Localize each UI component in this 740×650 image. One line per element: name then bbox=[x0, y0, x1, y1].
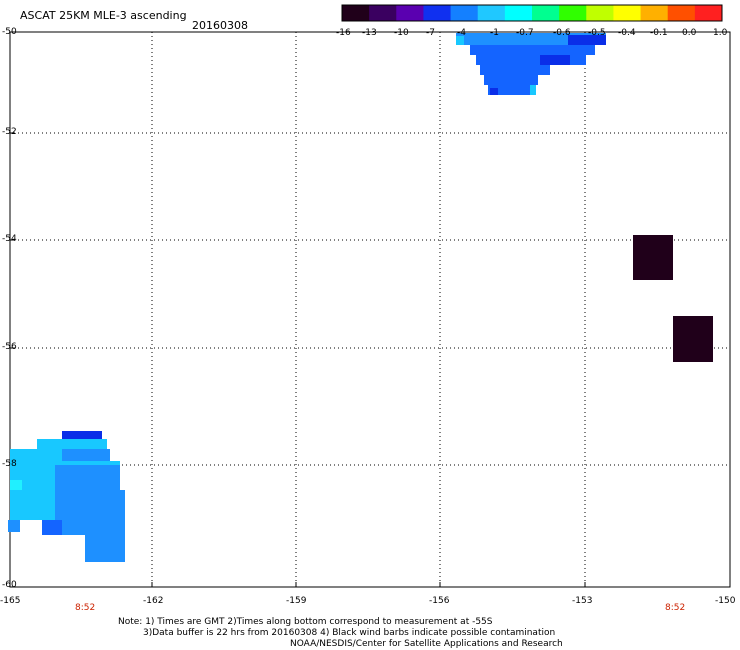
lat-label: -52 bbox=[2, 127, 17, 137]
lon-label: -159 bbox=[286, 596, 307, 606]
data-cell bbox=[540, 55, 570, 65]
colorbar-segment bbox=[396, 5, 424, 21]
note-line-1: Note: 1) Times are GMT 2)Times along bot… bbox=[118, 617, 493, 627]
colorbar-label: -0.7 bbox=[516, 28, 534, 38]
data-cell bbox=[568, 35, 606, 45]
data-cell bbox=[55, 465, 120, 535]
data-cell bbox=[490, 88, 498, 95]
colorbar-label: -0.1 bbox=[650, 28, 668, 38]
data-cell bbox=[484, 75, 538, 85]
data-cells bbox=[8, 33, 713, 562]
note-line-3: NOAA/NESDIS/Center for Satellite Applica… bbox=[290, 639, 563, 649]
colorbar-label: -10 bbox=[394, 28, 409, 38]
lat-label: -60 bbox=[2, 580, 17, 590]
colorbar-label: -16 bbox=[336, 28, 351, 38]
data-cell bbox=[488, 85, 536, 95]
data-cell bbox=[37, 439, 107, 451]
colorbar-segment bbox=[640, 5, 669, 21]
colorbar-segment bbox=[613, 5, 642, 21]
lat-label: -50 bbox=[2, 27, 17, 37]
colorbar-segment bbox=[559, 5, 587, 21]
colorbar-label: -0.4 bbox=[618, 28, 636, 38]
data-cell bbox=[530, 85, 536, 95]
data-cell bbox=[480, 65, 550, 75]
time-label: 8:52 bbox=[665, 603, 686, 613]
colorbar-segment bbox=[532, 5, 560, 21]
colorbar-label: -0.5 bbox=[588, 28, 606, 38]
data-cell bbox=[456, 36, 464, 45]
colorbar-segment bbox=[694, 5, 723, 21]
colorbar-segment bbox=[477, 5, 506, 21]
colorbar bbox=[341, 4, 723, 22]
data-cell bbox=[10, 490, 55, 520]
map-title: ASCAT 25KM MLE-3 ascending bbox=[20, 9, 187, 22]
data-cell bbox=[110, 490, 125, 535]
map-grid bbox=[9, 31, 731, 588]
data-cell bbox=[85, 535, 125, 562]
lon-label: -150 bbox=[715, 596, 736, 606]
map-date: 20160308 bbox=[192, 19, 248, 32]
colorbar-label: -0.6 bbox=[553, 28, 571, 38]
lon-label: -153 bbox=[572, 596, 593, 606]
colorbar-label: -7 bbox=[426, 28, 435, 38]
lon-label: -165 bbox=[0, 596, 21, 606]
lat-label: -54 bbox=[2, 234, 17, 244]
colorbar-segment bbox=[342, 5, 370, 21]
time-label: 8:52 bbox=[75, 603, 96, 613]
colorbar-segment bbox=[667, 5, 696, 21]
data-cell bbox=[470, 45, 595, 55]
data-cell bbox=[62, 449, 110, 461]
colorbar-label: -1 bbox=[490, 28, 499, 38]
lon-label: -162 bbox=[143, 596, 164, 606]
colorbar-border bbox=[341, 4, 723, 22]
data-cell bbox=[673, 316, 713, 362]
colorbar-label: 0.0 bbox=[682, 28, 697, 38]
lon-label: -156 bbox=[429, 596, 450, 606]
data-cell bbox=[476, 55, 586, 65]
colorbar-segment bbox=[450, 5, 479, 21]
lat-label: -56 bbox=[2, 342, 17, 352]
colorbar-label: 1.0 bbox=[713, 28, 728, 38]
colorbar-segment bbox=[369, 5, 397, 21]
colorbar-label: -4 bbox=[457, 28, 466, 38]
note-line-2: 3)Data buffer is 22 hrs from 20160308 4)… bbox=[143, 628, 556, 638]
map-frame bbox=[9, 31, 731, 588]
data-cell bbox=[8, 520, 20, 532]
colorbar-segment bbox=[586, 5, 614, 21]
colorbar-segment bbox=[423, 5, 452, 21]
colorbar-label: -13 bbox=[362, 28, 377, 38]
colorbar-segment bbox=[504, 5, 533, 21]
data-cell bbox=[633, 235, 673, 280]
lat-label: -58 bbox=[2, 459, 17, 469]
data-cell bbox=[42, 520, 62, 535]
